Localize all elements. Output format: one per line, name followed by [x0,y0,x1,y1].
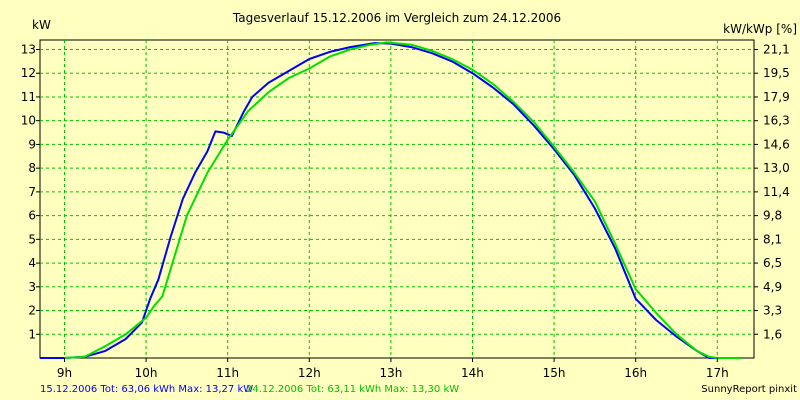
legend-series-1: 15.12.2006 Tot: 63,06 kWh Max: 13,27 kW [40,384,253,395]
y-left-tick-label-0: 1 [28,327,36,341]
x-tick-label-4: 13h [379,366,402,380]
y-right-tick-label-8: 14,6 [763,137,790,151]
series-line-2 [64,41,742,359]
credit-text: SunnyReport pinxit [701,384,797,395]
y-right-tick-label-4: 8,1 [763,232,782,246]
x-tick-label-5: 14h [461,366,484,380]
y-right-tick-label-1: 3,3 [763,304,782,318]
x-tick-label-6: 15h [543,366,566,380]
series-line-1 [40,42,738,359]
series-layer [40,41,742,359]
x-tick-label-7: 16h [624,366,647,380]
legend-series-2: 24.12.2006 Tot: 63,11 kWh Max: 13,30 kW [246,384,459,395]
y-right-tick-label-2: 4,9 [763,280,782,294]
y-axis-left-unit: kW [32,18,51,32]
y-left-tick-label-2: 3 [28,280,36,294]
y-left-tick-label-12: 13 [21,42,36,56]
chart-title: Tagesverlauf 15.12.2006 im Vergleich zum… [232,11,561,25]
y-left-tick-label-4: 5 [28,232,36,246]
x-tick-label-1: 10h [135,366,158,380]
y-right-tick-label-10: 17,9 [763,90,790,104]
x-tick-label-8: 17h [706,366,729,380]
y-left-tick-label-1: 2 [28,304,36,318]
y-left-tick-label-9: 10 [21,114,36,128]
grid [40,40,754,358]
y-right-tick-label-3: 6,5 [763,256,782,270]
y-left-tick-label-11: 12 [21,66,36,80]
y-right-tick-label-6: 11,4 [763,185,790,199]
x-tick-label-3: 12h [298,366,321,380]
y-right-tick-label-12: 21,1 [763,42,790,56]
plot-area [39,39,755,359]
y-left-tick-label-6: 7 [28,185,36,199]
y-right-tick-label-11: 19,5 [763,66,790,80]
y-right-tick-label-9: 16,3 [763,114,790,128]
y-right-tick-label-7: 13,0 [763,161,790,175]
x-tick-label-2: 11h [216,366,239,380]
axis-labels: 9h 10h 11h 12h 13h 14h 15h 16h 17h12345678910111… [21,42,790,380]
x-tick-label-0: 9h [57,366,72,380]
y-left-tick-label-8: 9 [28,137,36,151]
y-axis-right-unit: kW/kWp [%] [723,22,797,36]
y-left-tick-label-5: 6 [28,209,36,223]
y-left-tick-label-7: 8 [28,161,36,175]
y-right-tick-label-0: 1,6 [763,327,782,341]
y-left-tick-label-10: 11 [21,90,36,104]
y-right-tick-label-5: 9,8 [763,209,782,223]
y-left-tick-label-3: 4 [28,256,36,270]
